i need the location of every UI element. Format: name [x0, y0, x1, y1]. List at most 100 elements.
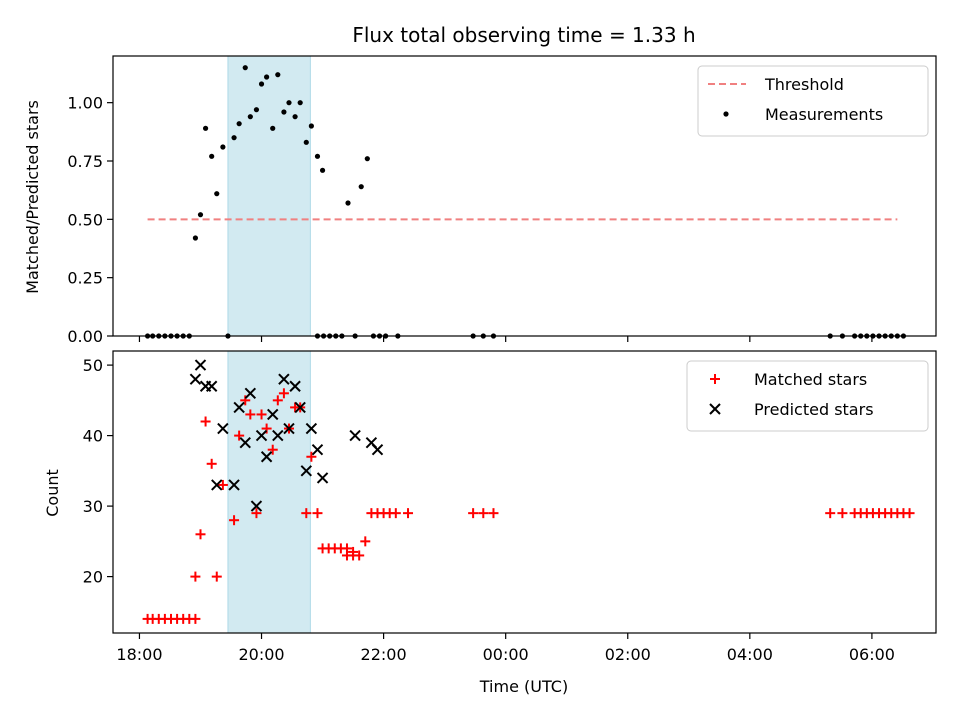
bottom-y-tick-label: 30	[83, 497, 103, 516]
bottom-x-tick-label: 02:00	[605, 645, 651, 664]
measurement-point	[202, 125, 209, 131]
predicted-star-point	[289, 380, 301, 392]
measurement-point	[209, 153, 215, 159]
matched-star-point	[234, 430, 245, 441]
legend-label: Predicted stars	[754, 400, 874, 419]
legend-label: Measurements	[765, 105, 883, 124]
matched-star-point	[190, 613, 201, 624]
bottom-x-tick-label: 22:00	[361, 645, 407, 664]
chart-title: Flux total observing time = 1.33 h	[352, 23, 695, 47]
matched-star-point	[245, 409, 256, 420]
matched-star-point	[825, 508, 836, 519]
legend-box	[686, 360, 929, 432]
measurement-point	[303, 139, 309, 145]
measurement-point	[220, 144, 226, 150]
matched-star-point	[390, 508, 401, 519]
measurement-point	[236, 121, 242, 127]
predicted-star-point	[300, 465, 312, 477]
top-axes-frame	[112, 55, 937, 337]
matched-star-point	[267, 444, 278, 455]
predicted-star-point	[244, 387, 257, 400]
matched-star-point	[211, 571, 222, 582]
matched-star-point	[229, 515, 240, 526]
legend-measurement-marker	[723, 111, 729, 117]
measurement-point	[247, 114, 253, 120]
matched-star-point	[468, 508, 479, 519]
measurement-point	[258, 81, 265, 87]
bottom-x-tick-label: 18:00	[116, 645, 162, 664]
predicted-star-point	[349, 429, 361, 442]
measurement-point	[275, 72, 281, 78]
bottom-y-tick-label: 50	[83, 356, 103, 375]
top-y-axis-label: Matched/Predicted stars	[23, 100, 42, 294]
bottom-axes-frame	[112, 350, 937, 634]
bottom-x-tick-label: 00:00	[483, 645, 529, 664]
bottom-x-tick-label: 04:00	[727, 645, 773, 664]
top-panel: 0.00 0.25 0.50 0.75 1.00 Threshold Measurement…	[67, 55, 937, 346]
bottom-series-predicted-stars	[189, 359, 384, 512]
predicted-star-point	[211, 479, 223, 491]
predicted-star-point	[250, 500, 263, 512]
predicted-star-point	[316, 472, 329, 484]
measurement-point	[253, 107, 260, 113]
predicted-star-point	[205, 380, 218, 392]
measurement-point	[264, 74, 270, 80]
measurement-point	[319, 167, 326, 173]
measurement-point	[242, 65, 248, 71]
measurement-point	[270, 125, 276, 131]
top-legend: Threshold Measurements	[697, 65, 929, 137]
measurement-point	[345, 200, 351, 206]
bottom-x-tick-label: 20:00	[238, 645, 284, 664]
measurement-point	[197, 212, 204, 218]
bottom-x-tick-label: 06:00	[849, 645, 895, 664]
x-axis-label: Time (UTC)	[479, 677, 568, 696]
matched-star-point	[272, 395, 283, 406]
predicted-star-point	[228, 479, 240, 491]
measurement-point	[286, 100, 292, 106]
predicted-star-point	[233, 401, 245, 414]
top-y-tick-label: 0.25	[67, 269, 103, 288]
matched-star-point	[256, 409, 267, 420]
measurement-point	[358, 184, 364, 190]
predicted-star-point	[255, 429, 268, 442]
predicted-star-point	[371, 443, 384, 456]
matched-star-point	[206, 458, 217, 469]
bottom-y-tick-label: 20	[83, 568, 103, 587]
legend-label: Matched stars	[754, 370, 867, 389]
bottom-series-matched-stars	[142, 388, 915, 624]
matched-star-point	[904, 508, 915, 519]
predicted-star-point	[260, 451, 273, 463]
measurement-point	[214, 191, 220, 197]
bottom-legend: Matched stars Predicted stars	[686, 360, 929, 432]
measurement-point	[231, 135, 237, 141]
matched-star-point	[360, 536, 371, 547]
matched-star-point	[837, 508, 848, 519]
matched-star-point	[478, 508, 489, 519]
predicted-star-point	[283, 422, 295, 435]
predicted-star-point	[267, 408, 279, 421]
predicted-star-point	[239, 436, 251, 449]
matched-star-point	[301, 508, 312, 519]
measurement-point	[314, 153, 321, 159]
predicted-star-point	[305, 422, 318, 435]
bottom-y-tick-label: 40	[83, 427, 103, 446]
predicted-star-point	[189, 373, 202, 385]
top-y-tick-label: 1.00	[67, 94, 103, 113]
bottom-observing-interval	[227, 350, 311, 634]
matched-star-point	[312, 508, 323, 519]
top-y-tick-label: 0.00	[67, 327, 103, 346]
legend-box	[697, 65, 929, 137]
bottom-panel: 20 30 40 50 18:00 20:00 22:00 00:00 02:00 04:00 06…	[83, 350, 937, 664]
predicted-star-point	[194, 359, 207, 371]
matched-star-point	[190, 571, 201, 582]
matched-star-point	[217, 479, 228, 490]
matched-star-point	[200, 416, 211, 427]
measurement-point	[297, 100, 303, 106]
measurement-point	[308, 123, 314, 129]
matched-star-point	[354, 550, 365, 561]
legend-label: Threshold	[764, 75, 844, 94]
top-observing-interval	[227, 55, 311, 337]
matched-star-point	[251, 508, 262, 519]
measurement-point	[281, 109, 287, 115]
